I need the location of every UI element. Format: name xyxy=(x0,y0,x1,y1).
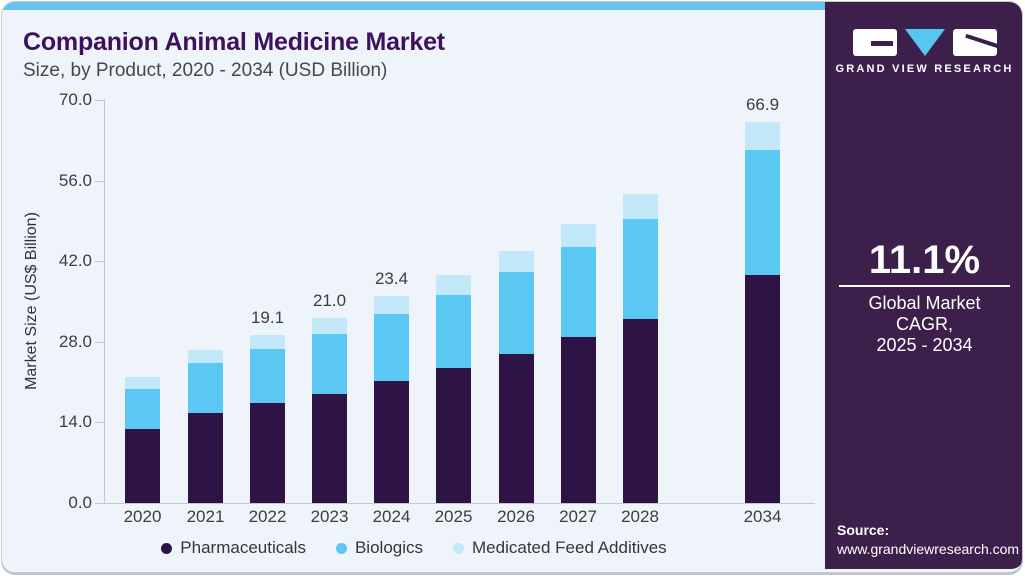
y-tick-label: 14.0 xyxy=(58,412,92,432)
y-tick xyxy=(95,422,104,424)
bar-2021-segment-pharmaceuticals xyxy=(188,413,223,503)
bar-value-label-2022: 19.1 xyxy=(250,307,285,327)
y-tick xyxy=(95,100,104,101)
bar-2024-segment-pharmaceuticals xyxy=(374,380,409,503)
bar-2020-segment-biologics xyxy=(125,388,160,429)
page-title: Companion Animal Medicine Market xyxy=(23,28,445,56)
chart-legend: Pharmaceuticals Biologics Medicated Feed… xyxy=(2,538,826,558)
y-tick-label: 28.0 xyxy=(58,331,92,351)
bar-2023-segment-medicated-feed-additives xyxy=(312,318,347,334)
bar-2021 xyxy=(188,350,223,503)
bar-2021-segment-medicated-feed-additives xyxy=(188,350,223,364)
page-subtitle: Size, by Product, 2020 - 2034 (USD Billi… xyxy=(23,60,388,81)
source-url: www.grandviewresearch.com xyxy=(837,541,1020,557)
bar-value-label-2034: 66.9 xyxy=(745,94,780,114)
bar-2020-segment-medicated-feed-additives xyxy=(125,377,160,389)
bar-2024-segment-medicated-feed-additives xyxy=(374,296,409,314)
bar-2023-segment-pharmaceuticals xyxy=(312,393,347,503)
bar-2027 xyxy=(560,224,596,503)
legend-dot-icon xyxy=(335,542,347,554)
bar-2026-segment-medicated-feed-additives xyxy=(498,251,534,272)
legend-dot-icon xyxy=(453,542,465,554)
logo-v-triangle xyxy=(904,29,945,56)
cagr-label-line1: Global Market CAGR, xyxy=(868,293,981,334)
logo-r-box xyxy=(952,29,997,56)
bar-2022-segment-medicated-feed-additives xyxy=(250,334,285,350)
bar-2028-segment-pharmaceuticals xyxy=(622,319,658,503)
y-tick xyxy=(95,341,104,343)
bar-2027-segment-medicated-feed-additives xyxy=(560,224,596,247)
bar-2024 xyxy=(374,296,409,503)
bar-2026 xyxy=(498,251,534,503)
bar-2022-segment-biologics xyxy=(250,349,285,404)
brand-sidebar: GRAND VIEW RESEARCH 11.1% Global Market … xyxy=(825,2,1022,569)
y-tick xyxy=(95,261,104,263)
bar-2026-segment-biologics xyxy=(498,271,534,354)
y-tick xyxy=(95,503,104,504)
bar-2027-segment-pharmaceuticals xyxy=(560,337,596,503)
bar-value-label-2023: 21.0 xyxy=(312,291,347,311)
gvr-logo-icon xyxy=(825,29,1022,56)
bar-2020-segment-pharmaceuticals xyxy=(125,428,160,503)
bar-2021-segment-biologics xyxy=(188,363,223,414)
bar-2023-segment-biologics xyxy=(312,333,347,394)
x-tick-label-2024: 2024 xyxy=(372,507,411,526)
legend-item-pharmaceuticals: Pharmaceuticals xyxy=(161,538,306,558)
x-tick-label-2025: 2025 xyxy=(434,507,473,526)
bar-2028-segment-medicated-feed-additives xyxy=(622,194,658,219)
logo-wordmark: GRAND VIEW RESEARCH xyxy=(835,63,1014,75)
bar-2022 xyxy=(250,334,285,503)
bar-2025-segment-pharmaceuticals xyxy=(436,367,471,503)
y-tick-label: 56.0 xyxy=(58,170,92,190)
legend-item-medicated-feed-additives: Medicated Feed Additives xyxy=(453,538,667,558)
bar-2025 xyxy=(436,275,471,503)
x-tick-label-2022: 2022 xyxy=(248,507,287,526)
bar-2028 xyxy=(622,194,658,503)
y-tick xyxy=(95,180,104,182)
cagr-divider xyxy=(839,285,1010,287)
bar-2034-segment-biologics xyxy=(745,150,780,275)
x-tick-label-2026: 2026 xyxy=(497,507,535,526)
x-tick-label-2020: 2020 xyxy=(123,507,162,526)
legend-item-biologics: Biologics xyxy=(335,538,423,558)
legend-dot-icon xyxy=(161,542,173,554)
x-tick-label-2027: 2027 xyxy=(559,507,597,526)
bar-2024-segment-biologics xyxy=(374,313,409,381)
x-axis-line xyxy=(104,503,815,504)
bar-2034-segment-pharmaceuticals xyxy=(745,275,780,503)
y-axis-line xyxy=(104,99,105,504)
x-tick-label-2021: 2021 xyxy=(186,507,225,526)
source-label: Source: xyxy=(837,522,890,538)
bar-2028-segment-biologics xyxy=(622,218,658,320)
bar-value-label-2024: 23.4 xyxy=(374,269,409,289)
bar-2034-segment-medicated-feed-additives xyxy=(745,121,780,151)
bar-2022-segment-pharmaceuticals xyxy=(250,403,285,503)
bar-2020 xyxy=(125,377,160,503)
y-tick-label: 0.0 xyxy=(68,493,92,512)
x-tick-label-2028: 2028 xyxy=(621,507,659,526)
cagr-label-line2: 2025 - 2034 xyxy=(876,335,973,355)
bar-2027-segment-biologics xyxy=(560,246,596,338)
source-block: Source: www.grandviewresearch.com xyxy=(837,521,1019,559)
y-tick-label: 42.0 xyxy=(58,251,92,271)
bar-2023 xyxy=(312,318,347,503)
bar-2025-segment-medicated-feed-additives xyxy=(436,275,471,295)
bar-2034 xyxy=(745,121,780,503)
x-tick-label-2034: 2034 xyxy=(743,507,782,526)
top-accent-strip xyxy=(2,2,1022,10)
cagr-value: 11.1% xyxy=(868,238,981,282)
y-tick-label: 70.0 xyxy=(58,90,92,109)
cagr-block: 11.1% Global Market CAGR, 2025 - 2034 xyxy=(839,238,1010,356)
bar-2025-segment-biologics xyxy=(436,294,471,368)
bar-2026-segment-pharmaceuticals xyxy=(498,353,534,503)
x-tick-label-2023: 2023 xyxy=(310,507,349,526)
logo-g-box xyxy=(852,29,897,56)
